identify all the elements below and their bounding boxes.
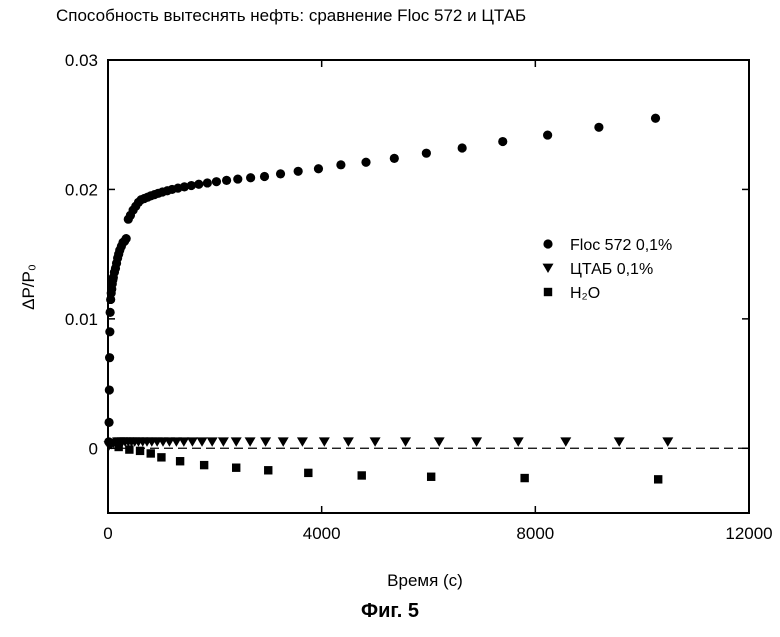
data-point bbox=[422, 149, 431, 158]
data-point bbox=[105, 353, 114, 362]
data-point bbox=[200, 461, 208, 469]
data-point bbox=[427, 473, 435, 481]
data-point bbox=[543, 130, 552, 139]
data-point bbox=[294, 167, 303, 176]
data-point bbox=[358, 471, 366, 479]
data-point bbox=[560, 437, 571, 446]
data-point bbox=[594, 123, 603, 132]
y-axis: 0 0.01 0.02 0.03 bbox=[65, 51, 749, 458]
data-point bbox=[147, 449, 155, 457]
data-point bbox=[297, 437, 308, 446]
data-point bbox=[343, 437, 354, 446]
series-0 bbox=[104, 114, 660, 447]
data-point bbox=[114, 443, 122, 451]
data-point bbox=[187, 437, 198, 446]
legend-marker bbox=[544, 288, 552, 296]
x-tick-label: 0 bbox=[103, 524, 112, 543]
data-point bbox=[212, 177, 221, 186]
plot-frame bbox=[108, 60, 749, 513]
data-point bbox=[278, 437, 289, 446]
data-point bbox=[197, 437, 208, 446]
data-point bbox=[400, 437, 411, 446]
y-tick-label: 0.01 bbox=[65, 310, 98, 329]
data-point bbox=[231, 437, 242, 446]
figure-caption: Фиг. 5 bbox=[0, 600, 780, 623]
x-axis: 0 4000 8000 12000 bbox=[103, 60, 772, 543]
data-point bbox=[218, 437, 229, 446]
data-point bbox=[654, 475, 662, 483]
data-point bbox=[614, 437, 625, 446]
data-point bbox=[125, 445, 133, 453]
data-point bbox=[105, 327, 114, 336]
data-point bbox=[203, 178, 212, 187]
data-point bbox=[105, 385, 114, 394]
data-point bbox=[370, 437, 381, 446]
data-point bbox=[336, 160, 345, 169]
data-point bbox=[246, 173, 255, 182]
data-point bbox=[264, 466, 272, 474]
data-point bbox=[304, 469, 312, 477]
data-point bbox=[106, 308, 115, 317]
data-point bbox=[260, 172, 269, 181]
data-point bbox=[458, 143, 467, 152]
x-tick-label: 8000 bbox=[516, 524, 554, 543]
data-point bbox=[245, 437, 256, 446]
data-point bbox=[276, 169, 285, 178]
legend: Floc 572 0,1% ЦТАБ 0,1% H₂O bbox=[543, 237, 673, 302]
y-axis-label: ΔP/P₀ bbox=[19, 264, 38, 310]
data-point bbox=[361, 158, 370, 167]
y-tick-label: 0.02 bbox=[65, 180, 98, 199]
data-point bbox=[390, 154, 399, 163]
x-tick-label: 12000 bbox=[725, 524, 772, 543]
x-axis-label: Время (с) bbox=[387, 571, 463, 590]
data-point bbox=[319, 437, 330, 446]
legend-marker bbox=[543, 264, 554, 273]
data-point bbox=[176, 457, 184, 465]
data-point bbox=[136, 447, 144, 455]
data-point bbox=[122, 234, 131, 243]
data-point bbox=[104, 418, 113, 427]
legend-label: Floc 572 0,1% bbox=[570, 237, 672, 254]
x-tick-label: 4000 bbox=[303, 524, 341, 543]
data-point bbox=[498, 137, 507, 146]
data-point bbox=[233, 174, 242, 183]
data-point bbox=[314, 164, 323, 173]
data-point bbox=[178, 437, 189, 446]
data-point bbox=[232, 464, 240, 472]
data-point bbox=[651, 114, 660, 123]
data-point bbox=[471, 437, 482, 446]
data-point bbox=[194, 180, 203, 189]
y-tick-label: 0 bbox=[89, 439, 98, 458]
data-point bbox=[222, 176, 231, 185]
data-point bbox=[207, 437, 218, 446]
legend-marker bbox=[543, 239, 552, 248]
data-point bbox=[260, 437, 271, 446]
data-point bbox=[520, 474, 528, 482]
data-point bbox=[157, 453, 165, 461]
legend-label: ЦТАБ 0,1% bbox=[570, 261, 653, 278]
data-point bbox=[434, 437, 445, 446]
y-tick-label: 0.03 bbox=[65, 51, 98, 70]
data-point bbox=[662, 437, 673, 446]
data-point bbox=[513, 437, 524, 446]
legend-label: H₂O bbox=[570, 285, 600, 302]
